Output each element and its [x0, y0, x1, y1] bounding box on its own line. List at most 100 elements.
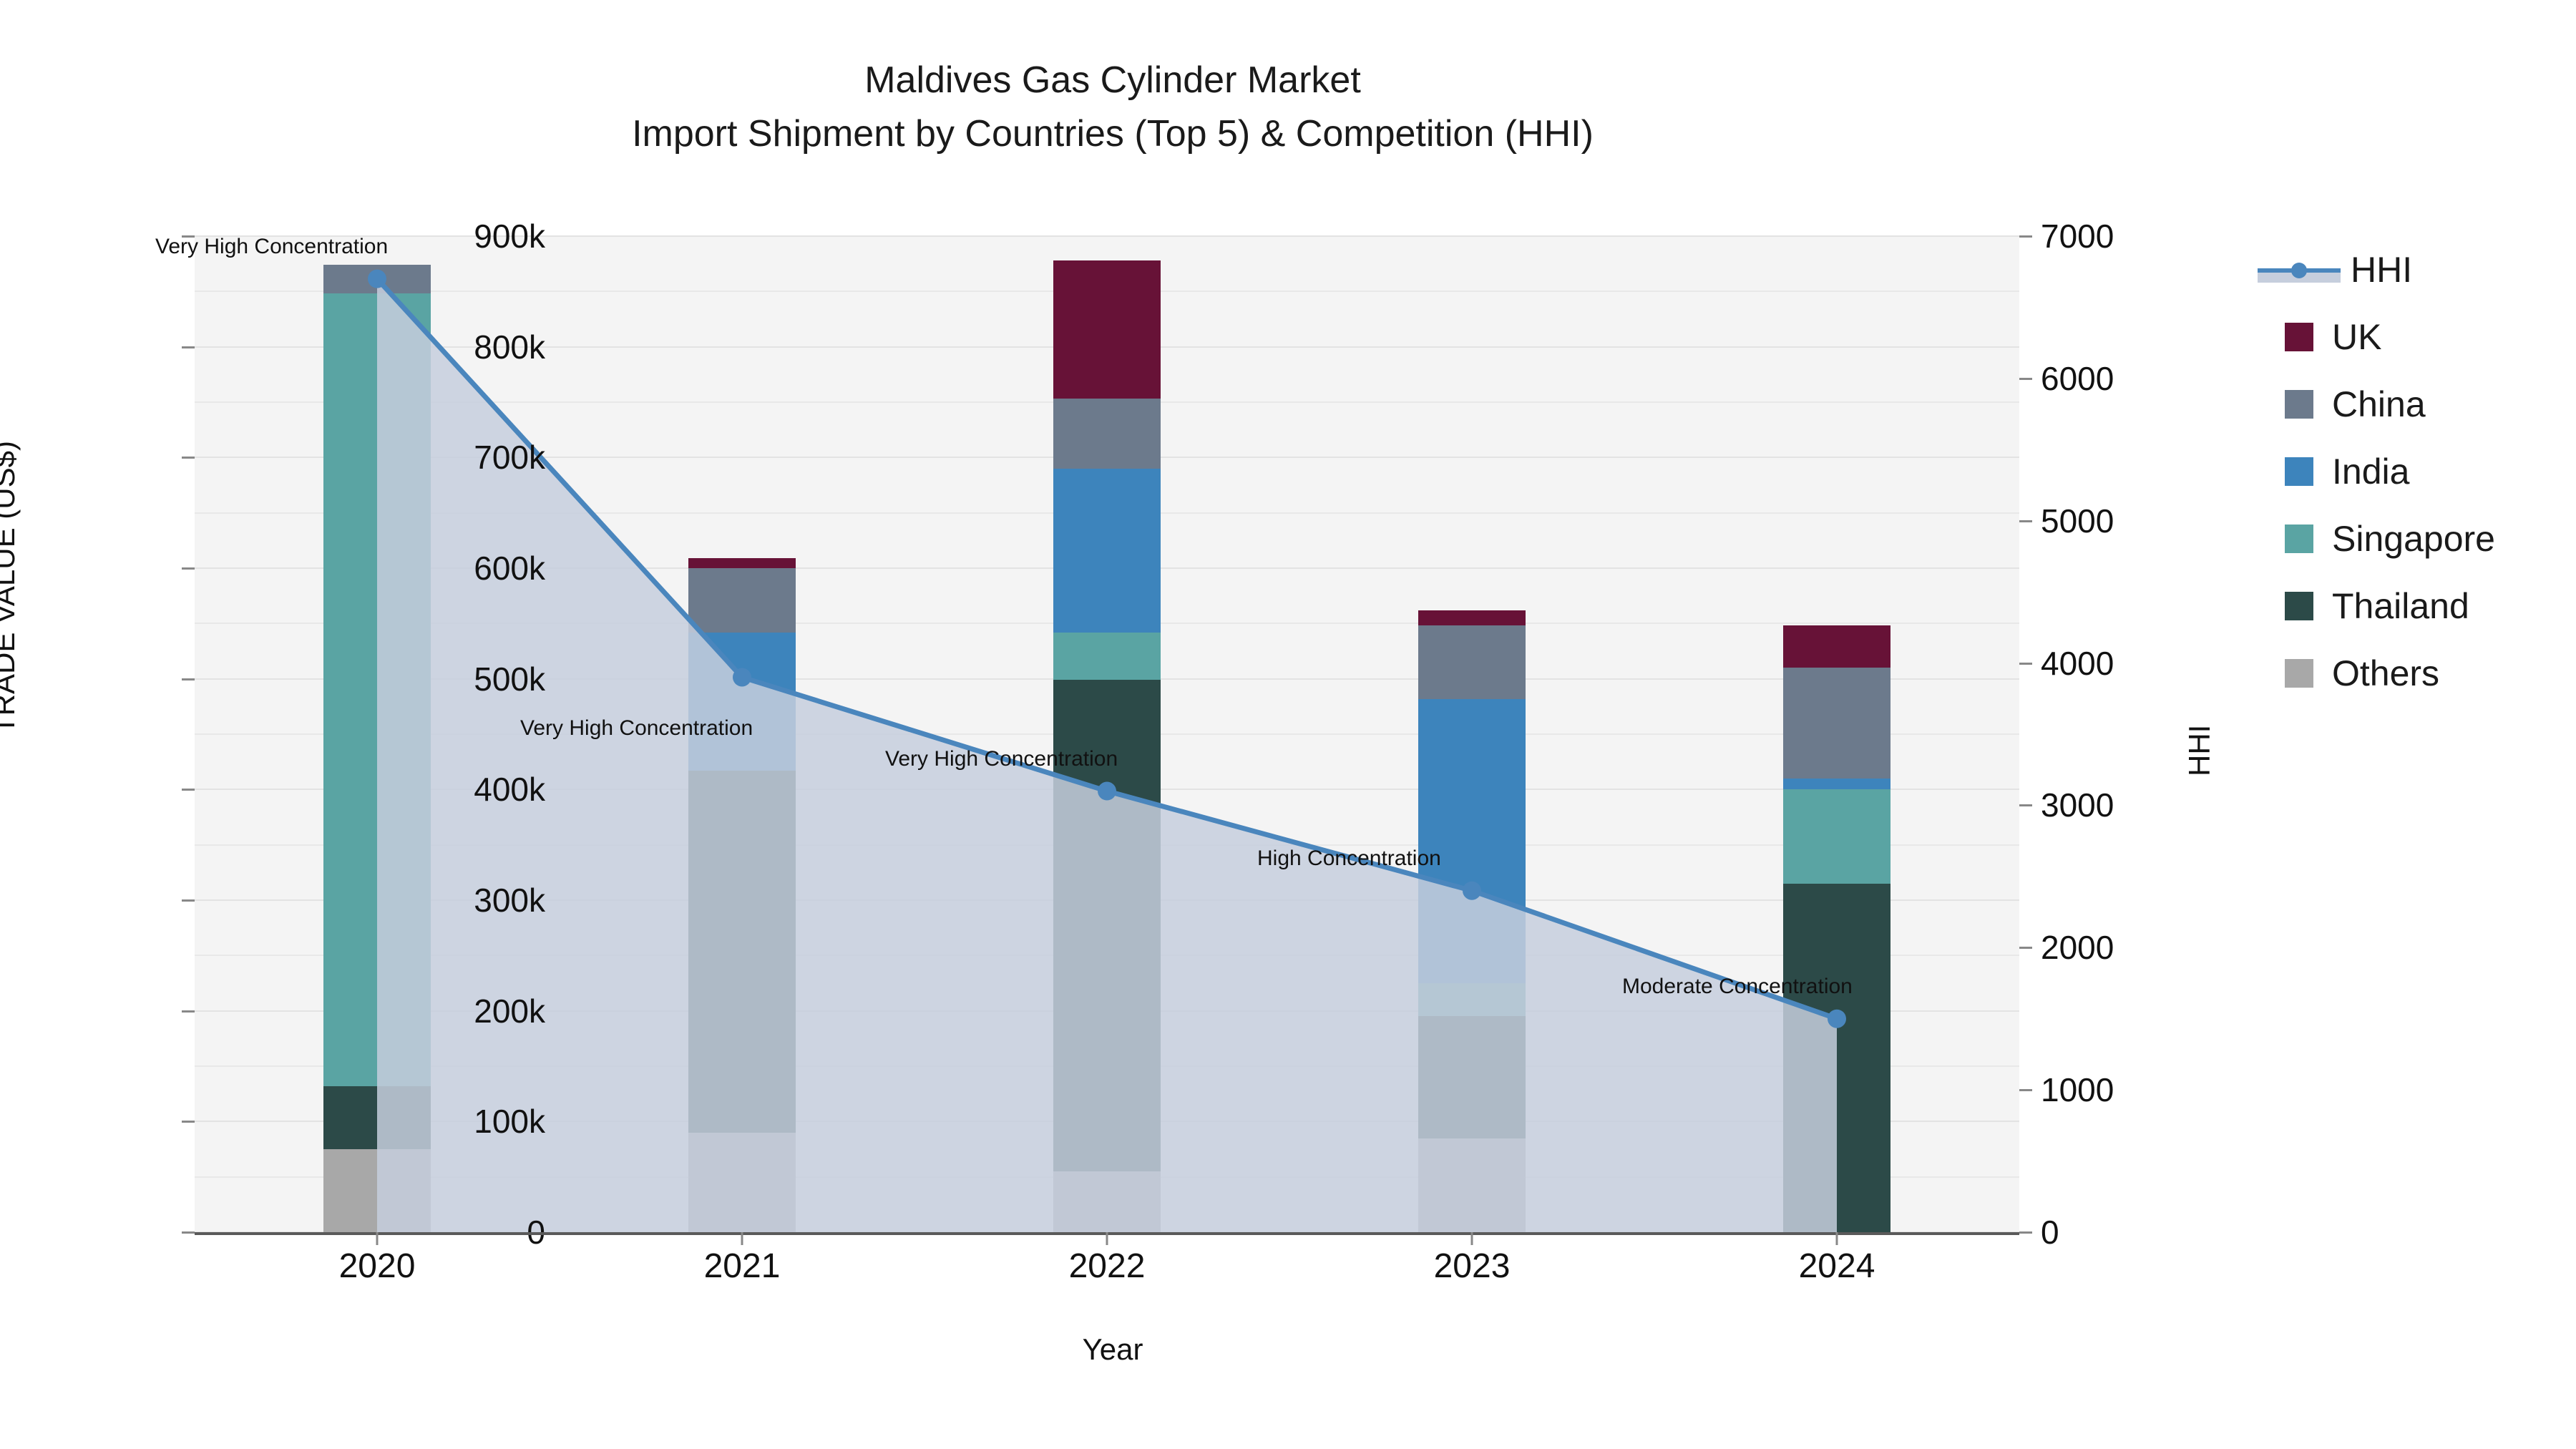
gridline [195, 235, 2019, 237]
legend-item-india[interactable]: India [2258, 438, 2565, 505]
x-axis-tick-label: 2022 [1068, 1247, 1146, 1285]
y-axis-left-tick-mark [182, 567, 195, 570]
bar-segment-uk[interactable] [1783, 625, 1890, 668]
y-axis-left-tick-label: 700k [474, 439, 545, 477]
y-axis-left-tick-mark [182, 899, 195, 902]
legend-color-swatch [2285, 390, 2313, 419]
legend-line-dot [2291, 263, 2307, 278]
y-axis-left-tick-mark [182, 235, 195, 238]
hhi-point-marker[interactable] [1463, 881, 1481, 900]
bar-segment-singapore[interactable] [1053, 632, 1161, 680]
y-axis-left-tick-mark [182, 1010, 195, 1013]
x-axis-tick-mark [376, 1232, 379, 1245]
y-axis-left-tick-mark [182, 1121, 195, 1123]
bar-segment-india[interactable] [1053, 468, 1161, 633]
y-axis-left-tick-label: 500k [474, 660, 545, 698]
x-axis-label: Year [1082, 1332, 1143, 1366]
legend-item-hhi[interactable]: HHI [2258, 236, 2565, 303]
y-axis-left-tick-mark [182, 346, 195, 348]
y-axis-left-tick-mark [182, 457, 195, 459]
legend-item-others[interactable]: Others [2258, 640, 2565, 707]
hhi-point-marker[interactable] [368, 269, 386, 288]
legend-item-china[interactable]: China [2258, 371, 2565, 438]
legend-color-swatch [2285, 457, 2313, 486]
bar-segment-uk[interactable] [1053, 260, 1161, 399]
x-axis-tick-label: 2024 [1798, 1247, 1875, 1285]
y-axis-right-tick-mark [2019, 947, 2032, 950]
y-axis-left-tick-mark [182, 678, 195, 680]
hhi-point-marker[interactable] [733, 668, 751, 687]
hhi-point-marker[interactable] [1098, 781, 1116, 801]
y-axis-right-tick-label: 1000 [2041, 1071, 2114, 1109]
y-axis-left-tick-label: 200k [474, 992, 545, 1030]
legend-color-swatch [2285, 323, 2313, 351]
x-axis-tick-mark [1835, 1232, 1838, 1245]
y-axis-right-tick-mark [2019, 1231, 2032, 1234]
legend-item-label: Singapore [2332, 519, 2495, 559]
y-axis-right-tick-label: 6000 [2041, 359, 2114, 397]
y-axis-right-label: HHI [2182, 724, 2216, 776]
bar-segment-uk[interactable] [1418, 610, 1526, 626]
x-axis-tick-label: 2023 [1433, 1247, 1511, 1285]
bar-segment-india[interactable] [1783, 778, 1890, 790]
legend-item-label: India [2332, 452, 2410, 492]
y-axis-right-tick-label: 7000 [2041, 218, 2114, 255]
legend-item-label: HHI [2351, 250, 2413, 290]
legend: HHI UK China India Singapore Thailand Others [2258, 236, 2565, 707]
x-axis-tick-label: 2020 [338, 1247, 416, 1285]
y-axis-right-tick-mark [2019, 377, 2032, 380]
annotation-label: Very High Concentration [155, 234, 389, 258]
y-axis-right-tick-mark [2019, 804, 2032, 807]
y-axis-left-tick-label: 800k [474, 328, 545, 366]
hhi-area-fill [377, 278, 1837, 1233]
y-axis-left-tick-label: 600k [474, 550, 545, 587]
x-axis-tick-mark [1106, 1232, 1108, 1245]
bar-segment-china[interactable] [688, 568, 796, 633]
chart-title-line-2: Import Shipment by Countries (Top 5) & C… [632, 113, 1594, 155]
bar-segment-singapore[interactable] [1783, 789, 1890, 884]
y-axis-left-tick-label: 900k [474, 218, 545, 255]
y-axis-left-label: TRADE VALUE (US$) [0, 441, 21, 734]
legend-item-label: UK [2332, 317, 2382, 357]
y-axis-left-tick-label: 100k [474, 1103, 545, 1141]
legend-item-label: Thailand [2332, 586, 2469, 626]
chart-title-line-1: Maldives Gas Cylinder Market [864, 59, 1361, 101]
y-axis-left-tick-label: 300k [474, 882, 545, 919]
y-axis-left-tick-mark [182, 1231, 195, 1234]
legend-color-swatch [2285, 659, 2313, 688]
hhi-line-layer [368, 269, 1846, 1233]
y-axis-right-tick-mark [2019, 519, 2032, 522]
annotation-label: Very High Concentration [885, 746, 1118, 771]
chart-title: Maldives Gas Cylinder Market Import Ship… [0, 54, 2225, 162]
y-axis-right-tick-label: 5000 [2041, 502, 2114, 540]
hhi-point-marker[interactable] [1828, 1009, 1846, 1028]
x-axis-tick-mark [1470, 1232, 1473, 1245]
y-axis-right-tick-label: 4000 [2041, 644, 2114, 682]
legend-item-label: China [2332, 384, 2426, 424]
bar-segment-uk[interactable] [688, 558, 796, 568]
annotation-label: Moderate Concentration [1622, 974, 1853, 998]
legend-line-swatch [2258, 255, 2341, 284]
legend-item-uk[interactable]: UK [2258, 303, 2565, 371]
bar-segment-china[interactable] [1418, 625, 1526, 699]
y-axis-right-tick-label: 0 [2041, 1214, 2059, 1251]
legend-item-singapore[interactable]: Singapore [2258, 505, 2565, 572]
annotation-label: High Concentration [1257, 846, 1441, 870]
y-axis-right-tick-label: 3000 [2041, 786, 2114, 824]
y-axis-right-tick-mark [2019, 1089, 2032, 1092]
plot-area: Very High Concentration Very High Concent… [155, 235, 2019, 1233]
y-axis-right-tick-mark [2019, 662, 2032, 665]
y-axis-right-tick-mark [2019, 235, 2032, 238]
y-axis-left-tick-label: 400k [474, 771, 545, 809]
bar-segment-china[interactable] [1053, 399, 1161, 469]
legend-item-thailand[interactable]: Thailand [2258, 572, 2565, 640]
legend-item-label: Others [2332, 653, 2440, 693]
y-axis-left-tick-mark [182, 789, 195, 791]
legend-color-swatch [2285, 525, 2313, 553]
x-axis-tick-mark [741, 1232, 743, 1245]
bar-segment-china[interactable] [1783, 668, 1890, 779]
y-axis-right-tick-label: 2000 [2041, 929, 2114, 967]
legend-color-swatch [2285, 592, 2313, 620]
x-axis-tick-label: 2021 [703, 1247, 781, 1285]
